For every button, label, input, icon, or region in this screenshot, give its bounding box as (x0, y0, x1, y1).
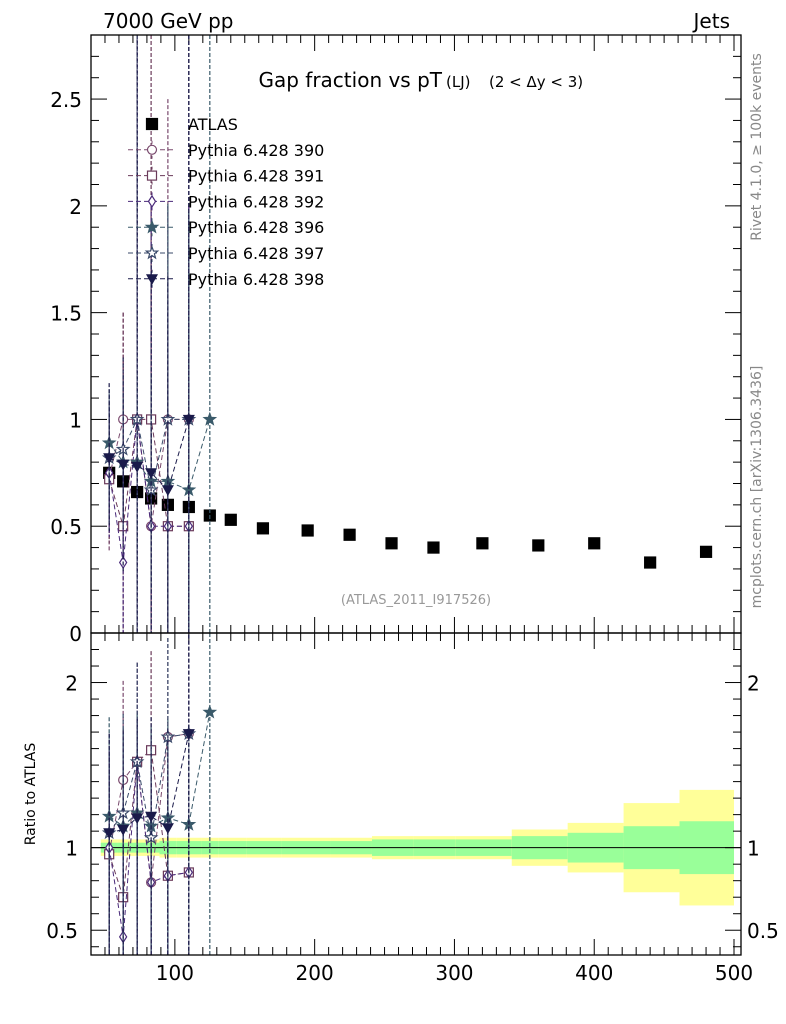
data-point (117, 459, 130, 471)
legend-entry-atlas: ATLAS (145, 115, 238, 134)
legend-entry-pythia-6-428-396: Pythia 6.428 396 (128, 218, 324, 237)
legend-marker (146, 144, 158, 155)
ratio-series-pythia-6-428-390 (104, 634, 194, 955)
legend: ATLAS Pythia 6.428 390 Pythia 6.428 391 Pyt… (128, 115, 324, 289)
ratio-x-tick-label: 100 (156, 961, 194, 985)
mcplots-label: mcplots.cern.ch [arXiv:1306.3436] (749, 366, 765, 609)
legend-label: Pythia 6.428 397 (188, 244, 324, 263)
data-point (182, 414, 195, 426)
ratio-x-tick-label: 300 (435, 961, 473, 985)
ratio-point (182, 729, 195, 740)
series-atlas (103, 466, 713, 569)
legend-entry-pythia-6-428-391: Pythia 6.428 391 (128, 166, 324, 186)
rivet-label: Rivet 4.1.0, ≥ 100k events (749, 53, 765, 241)
data-point (145, 468, 158, 480)
header-right: Jets (692, 9, 730, 33)
legend-label: Pythia 6.428 390 (188, 141, 324, 160)
ratio-y-tick-label-right: 2 (747, 672, 760, 696)
legend-entry-pythia-6-428-390: Pythia 6.428 390 (128, 140, 324, 160)
legend-label: Pythia 6.428 391 (188, 167, 324, 186)
ratio-y-tick-label-left: 2 (65, 672, 78, 696)
data-point (224, 513, 237, 526)
main-y-tick-label: 1 (69, 408, 82, 432)
data-point (343, 528, 356, 541)
legend-label: Pythia 6.428 392 (188, 192, 324, 211)
ratio-point (117, 824, 130, 836)
legend-marker (146, 170, 158, 181)
legend-label: Pythia 6.428 398 (188, 270, 324, 289)
analysis-watermark: (ATLAS_2011_I917526) (341, 593, 491, 608)
chart-title-sub: (LJ) (446, 73, 471, 91)
ratio-point (131, 813, 144, 825)
legend-label: Pythia 6.428 396 (188, 218, 324, 237)
ratio-x-tick-label: 400 (575, 961, 613, 985)
ratio-series-pythia-6-428-397 (101, 634, 197, 955)
legend-entry-pythia-6-428-392: Pythia 6.428 392 (128, 192, 324, 211)
ratio-point (202, 704, 218, 719)
ratio-y-tick-label-right: 1 (747, 837, 760, 861)
data-point (131, 461, 144, 473)
ratio-panel-series (101, 633, 218, 955)
legend-marker (144, 245, 160, 260)
ratio-panel-frame (90, 632, 742, 956)
ratio-series-pythia-6-428-392 (104, 662, 194, 955)
main-y-tick-label: 1.5 (50, 302, 82, 326)
data-point (103, 453, 116, 465)
ratio-series-pythia-6-428-398 (103, 634, 195, 955)
data-point (256, 522, 270, 535)
header-left: 7000 GeV pp (103, 9, 234, 33)
series-pythia-6-428-398 (103, 35, 195, 633)
ratio-y-axis-label: Ratio to ATLAS (23, 743, 39, 846)
legend-marker (144, 219, 160, 234)
data-point (644, 556, 657, 569)
main-y-tick-label: 2 (69, 195, 82, 219)
legend-label: ATLAS (188, 115, 238, 134)
data-point (202, 411, 218, 426)
legend-marker (145, 117, 159, 131)
ratio-panel-ticks: 100 200 300 400 500 0.5 0.5 1 1 2 2 (46, 633, 779, 985)
data-point (385, 537, 398, 550)
data-point (161, 485, 174, 497)
ratio-series-pythia-6-428-391 (104, 651, 194, 955)
ratio-x-tick-label: 200 (296, 961, 334, 985)
main-panel-ticks: 0 0.5 1 1.5 2 2.5 (50, 35, 741, 646)
data-point (301, 524, 314, 537)
main-panel-series (101, 35, 713, 633)
ratio-point (161, 823, 174, 835)
ratio-point (145, 811, 158, 823)
main-y-tick-label: 0 (69, 622, 82, 646)
ratio-y-tick-label-right: 0.5 (747, 919, 779, 943)
ratio-y-tick-label-left: 0.5 (46, 919, 78, 943)
chart-title-range: (2 < Δy < 3) (489, 73, 583, 91)
main-y-tick-label: 0.5 (50, 515, 82, 539)
main-y-tick-label: 2.5 (50, 88, 82, 112)
chart-title: Gap fraction vs pT (258, 68, 442, 92)
data-point (588, 537, 601, 550)
data-point (476, 537, 489, 550)
ratio-point (103, 828, 116, 840)
legend-marker (147, 194, 157, 209)
ratio-x-tick-label: 500 (715, 961, 753, 985)
data-point (532, 539, 545, 552)
legend-marker (145, 274, 159, 286)
data-point (427, 541, 440, 554)
legend-entry-pythia-6-428-397: Pythia 6.428 397 (128, 244, 324, 263)
ratio-y-tick-label-left: 1 (65, 837, 78, 861)
legend-entry-pythia-6-428-398: Pythia 6.428 398 (128, 269, 324, 289)
data-point (699, 545, 713, 558)
